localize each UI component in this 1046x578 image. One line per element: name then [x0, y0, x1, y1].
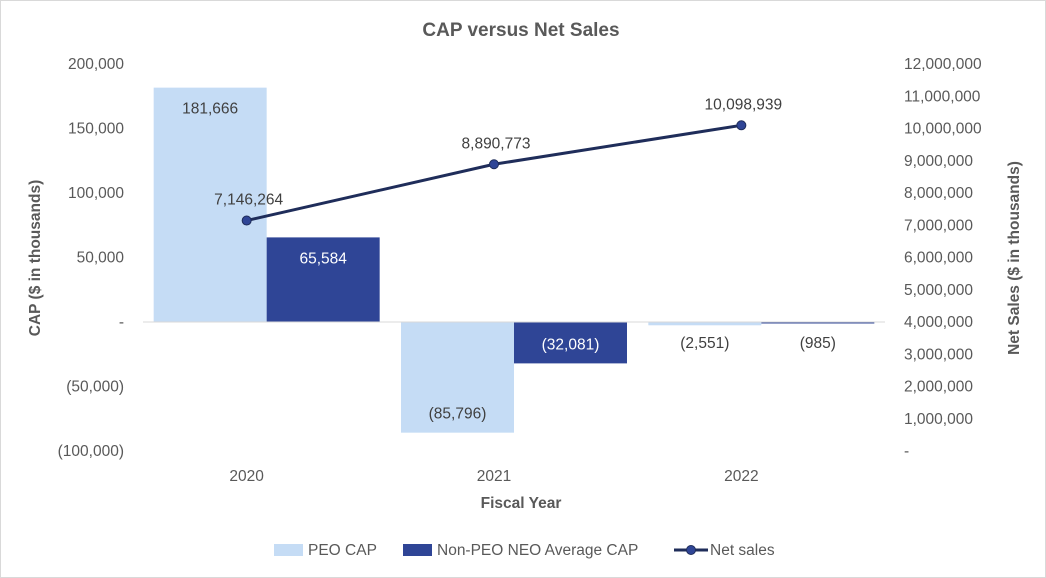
right-tick-label: 10,000,000 [904, 121, 982, 138]
right-tick-label: 4,000,000 [904, 314, 973, 331]
bar-label-peo-cap-2021: (85,796) [429, 406, 487, 423]
net-sales-label-2020: 7,146,264 [214, 192, 283, 209]
left-tick-label: 200,000 [68, 56, 124, 73]
x-tick-label-2022: 2022 [724, 468, 758, 485]
bar-label-peo-cap-2020: 181,666 [182, 101, 238, 118]
left-tick-label: 50,000 [77, 250, 125, 267]
net-sales-label-2022: 10,098,939 [705, 96, 783, 113]
legend-label-peo-cap: PEO CAP [308, 542, 377, 559]
y-axis-title: CAP ($ in thousands) [27, 180, 44, 336]
right-tick-label: 6,000,000 [904, 250, 973, 267]
bar-label-non-peo-neo-average-cap-2020: 65,584 [299, 250, 347, 267]
chart: CAP versus Net Sales 181,666 (85,796) (2,5… [0, 0, 1046, 578]
net-sales-label-2021: 8,890,773 [462, 135, 531, 152]
right-tick-label: 2,000,000 [904, 379, 973, 396]
left-tick-label: - [119, 314, 124, 331]
left-tick-label: 100,000 [68, 185, 124, 202]
bar-label-peo-cap-2022: (2,551) [680, 335, 729, 352]
y2-axis-title: Net Sales ($ in thousands) [1006, 161, 1023, 355]
legend-swatch-peo-cap [274, 544, 303, 556]
right-tick-label: 11,000,000 [904, 88, 981, 105]
net-sales-point-2021 [490, 160, 499, 169]
right-tick-label: 12,000,000 [904, 56, 982, 73]
x-tick-label-2021: 2021 [477, 468, 511, 485]
left-tick-label: (50,000) [66, 379, 124, 396]
legend-label-non-peo-neo-average-cap: Non-PEO NEO Average CAP [437, 542, 638, 559]
right-tick-label: 9,000,000 [904, 153, 973, 170]
right-tick-label: 7,000,000 [904, 217, 973, 234]
bar-label-non-peo-neo-average-cap-2022: (985) [800, 335, 836, 352]
legend-swatch-non-peo-neo-average-cap [403, 544, 432, 556]
legend-marker-net-sales [687, 546, 696, 555]
right-tick-label: 3,000,000 [904, 346, 973, 363]
chart-title: CAP versus Net Sales [422, 20, 619, 41]
x-tick-label-2020: 2020 [229, 468, 264, 485]
right-tick-label: - [904, 443, 909, 460]
net-sales-point-2020 [242, 216, 251, 225]
legend-label-net-sales: Net sales [710, 542, 775, 559]
left-tick-label: (100,000) [58, 443, 124, 460]
right-tick-label: 8,000,000 [904, 185, 973, 202]
bar-label-non-peo-neo-average-cap-2021: (32,081) [542, 336, 600, 353]
net-sales-point-2022 [737, 121, 746, 130]
x-axis-title: Fiscal Year [481, 495, 562, 512]
left-tick-label: 150,000 [68, 121, 124, 138]
chart-svg: CAP versus Net Sales 181,666 (85,796) (2,5… [0, 0, 1046, 578]
right-tick-label: 1,000,000 [904, 411, 973, 428]
right-tick-label: 5,000,000 [904, 282, 973, 299]
